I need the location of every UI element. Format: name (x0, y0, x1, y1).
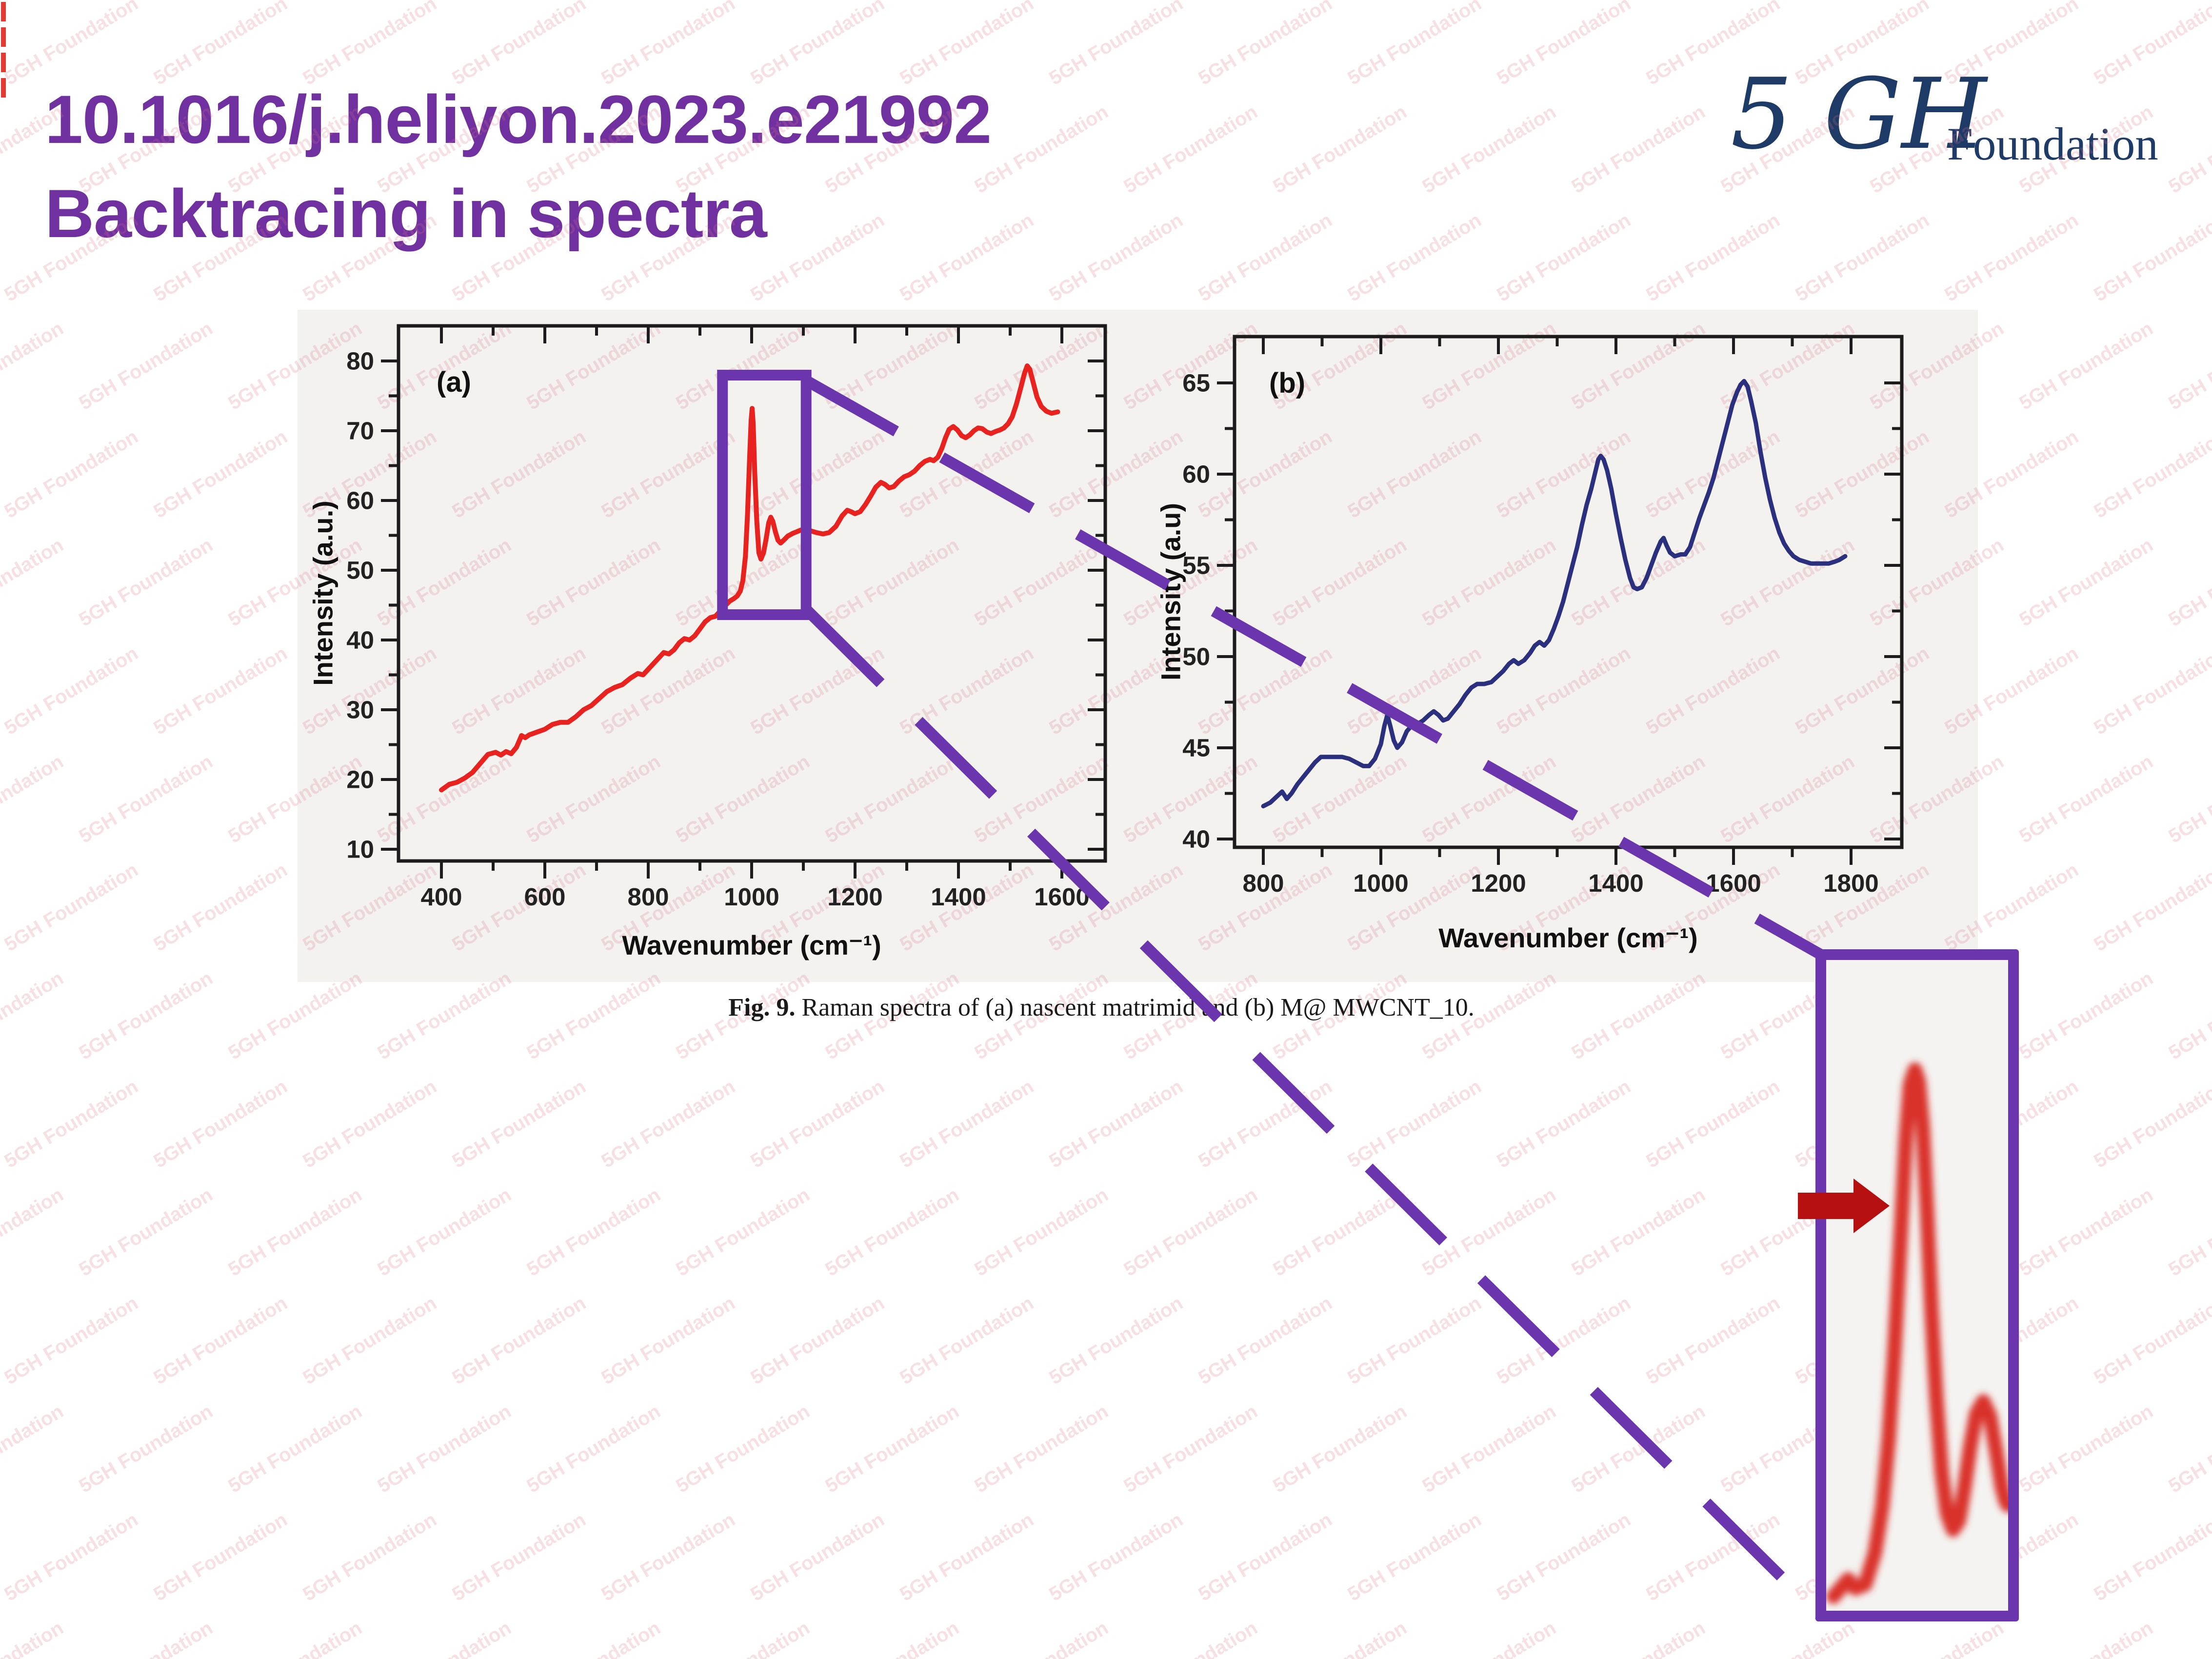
figure-caption: Fig. 9. Raman spectra of (a) nascent mat… (638, 993, 1565, 1022)
tick-label: 600 (524, 883, 566, 911)
corner-dash-mark (1, 27, 6, 47)
page-title-line1: 10.1016/j.heliyon.2023.e21992 (45, 81, 992, 158)
tick-label: 60 (346, 486, 374, 515)
tick-label: 20 (346, 765, 374, 794)
tick-label: 1000 (1353, 869, 1409, 897)
panel-label-a: (a) (437, 366, 471, 398)
tick-label: 1200 (1471, 869, 1526, 897)
x-axis-label-a: Wavenumber (cm⁻¹) (622, 930, 881, 960)
y-axis-label-a: Intensity (a.u.) (307, 500, 339, 686)
tick-label: 45 (1182, 734, 1210, 762)
panel-label-b: (b) (1269, 367, 1306, 399)
tick-label: 1600 (1706, 869, 1761, 897)
tick-label: 10 (346, 835, 374, 863)
tick-label: 55 (1182, 551, 1210, 580)
tick-label: 50 (1182, 642, 1210, 671)
logo-5gh-monogram: 5 GH (1731, 58, 1987, 171)
tick-label: 40 (1182, 825, 1210, 853)
corner-dash-mark (1, 53, 6, 72)
tick-label: 30 (346, 696, 374, 724)
tick-label: 65 (1182, 369, 1210, 397)
arrow-right-icon (1798, 1179, 1891, 1233)
x-axis-label-b: Wavenumber (cm⁻¹) (1438, 922, 1698, 953)
arrow-head (1853, 1179, 1890, 1233)
tick-label: 70 (346, 417, 374, 445)
arrow-shaft (1798, 1193, 1853, 1219)
corner-dash-mark (1, 2, 6, 21)
zoom-inset-box (1815, 949, 2019, 1621)
y-axis-label-b: Intensity (a.u) (1155, 502, 1186, 681)
figure-caption-number: Fig. 9. (728, 994, 796, 1021)
tick-label: 1600 (1034, 883, 1090, 911)
tick-label: 60 (1182, 460, 1210, 488)
tick-label: 400 (420, 883, 462, 911)
tick-label: 1200 (827, 883, 883, 911)
tick-label: 1000 (724, 883, 779, 911)
tick-label: 1400 (1588, 869, 1644, 897)
page-title-line2: Backtracing in spectra (45, 175, 767, 252)
page-title: 10.1016/j.heliyon.2023.e21992 Backtracin… (45, 72, 992, 260)
logo-foundation-text: Foundation (1947, 118, 2158, 170)
figure-caption-text: Raman spectra of (a) nascent matrimid an… (795, 994, 1475, 1021)
tick-label: 1800 (1823, 869, 1879, 897)
tick-label: 800 (627, 883, 669, 911)
tick-label: 1400 (931, 883, 986, 911)
corner-dash-mark (1, 78, 6, 98)
zoom-inset-curve (1826, 1062, 2008, 1604)
tick-label: 80 (346, 347, 374, 375)
tick-label: 800 (1242, 869, 1284, 897)
tick-label: 50 (346, 556, 374, 584)
tick-label: 40 (346, 626, 374, 654)
